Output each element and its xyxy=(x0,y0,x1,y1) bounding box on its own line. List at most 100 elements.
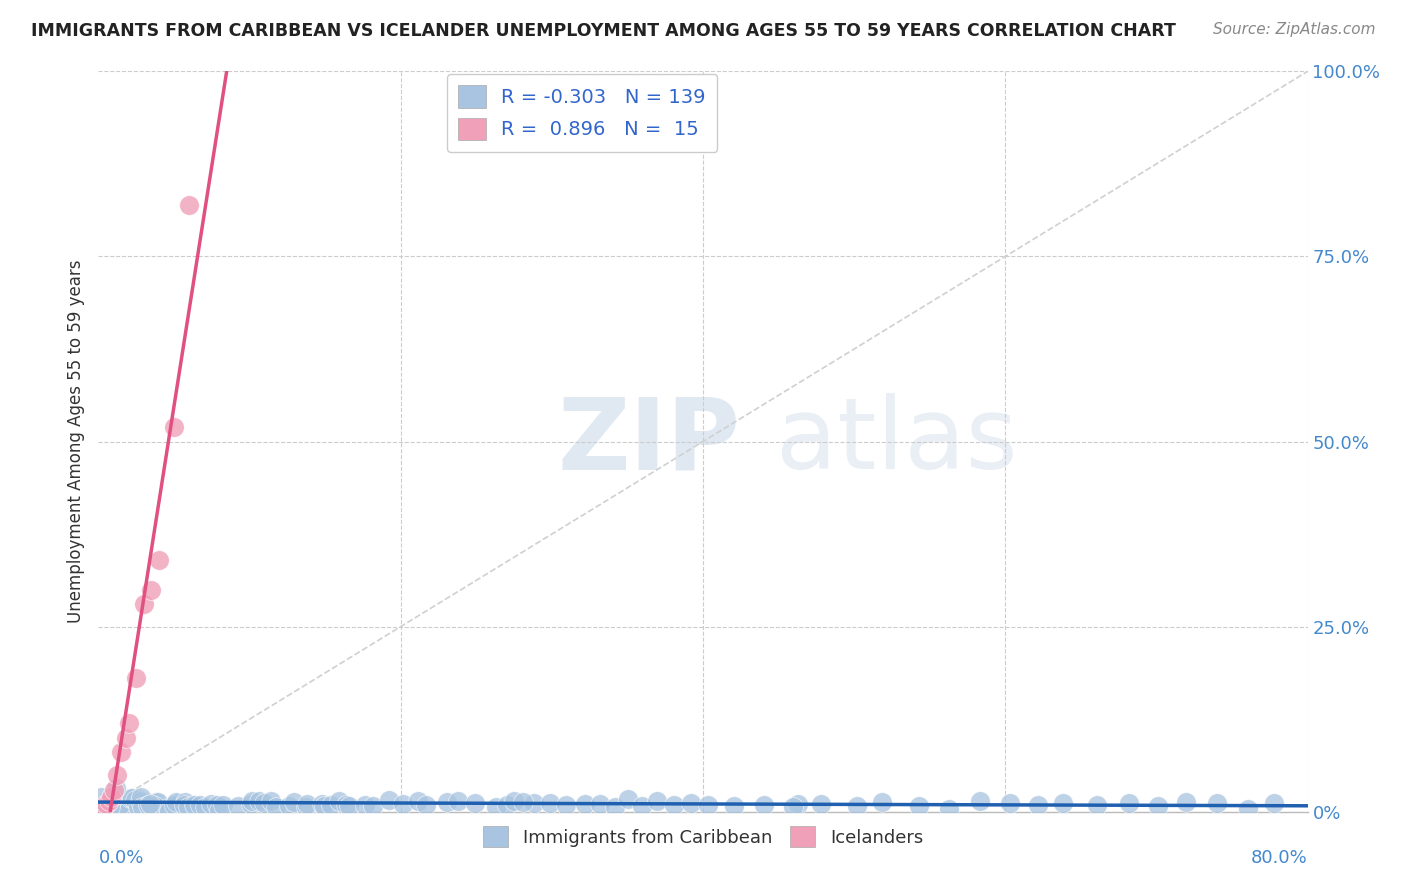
Point xyxy=(870,795,893,809)
Point xyxy=(335,797,357,812)
Point xyxy=(98,792,121,806)
Point xyxy=(118,715,141,730)
Point xyxy=(124,797,146,812)
Point xyxy=(127,800,149,814)
Point xyxy=(100,795,122,809)
Point xyxy=(295,799,318,814)
Point xyxy=(194,800,217,814)
Point xyxy=(485,800,508,814)
Point xyxy=(112,799,135,814)
Point xyxy=(938,802,960,816)
Point xyxy=(998,796,1021,810)
Point xyxy=(122,795,145,809)
Point xyxy=(523,796,546,810)
Point xyxy=(132,797,155,812)
Point xyxy=(146,798,169,813)
Point xyxy=(146,800,169,814)
Y-axis label: Unemployment Among Ages 55 to 59 years: Unemployment Among Ages 55 to 59 years xyxy=(66,260,84,624)
Point xyxy=(124,793,146,807)
Point xyxy=(114,802,136,816)
Point xyxy=(617,792,640,806)
Point xyxy=(120,790,142,805)
Point xyxy=(311,797,333,812)
Point xyxy=(328,794,350,808)
Point xyxy=(143,797,166,812)
Point xyxy=(1237,802,1260,816)
Point xyxy=(120,798,142,813)
Point xyxy=(146,796,169,810)
Point xyxy=(139,797,162,812)
Point xyxy=(200,797,222,812)
Point xyxy=(283,796,305,810)
Point xyxy=(100,789,122,804)
Point xyxy=(226,798,249,813)
Point xyxy=(173,797,195,812)
Point xyxy=(645,794,668,808)
Point xyxy=(179,197,201,211)
Point xyxy=(96,799,118,814)
Point xyxy=(107,795,129,809)
Point xyxy=(121,791,143,805)
Point xyxy=(129,789,152,804)
Point xyxy=(141,798,163,813)
Point xyxy=(103,782,125,797)
Point xyxy=(538,796,561,810)
Point xyxy=(252,797,274,811)
Point xyxy=(696,798,718,813)
Point xyxy=(278,798,301,813)
Point xyxy=(101,789,124,804)
Point xyxy=(337,799,360,814)
Point xyxy=(392,797,415,811)
Point xyxy=(101,796,124,810)
Point xyxy=(436,795,458,809)
Point xyxy=(239,797,262,811)
Point xyxy=(1263,796,1285,810)
Point xyxy=(495,797,517,812)
Point xyxy=(105,767,128,781)
Point xyxy=(100,790,122,805)
Point xyxy=(1118,796,1140,810)
Point xyxy=(117,795,139,809)
Point xyxy=(100,793,122,807)
Point xyxy=(115,795,138,809)
Point xyxy=(1147,799,1170,814)
Point xyxy=(107,798,129,813)
Point xyxy=(260,793,283,807)
Point xyxy=(128,794,150,808)
Point xyxy=(157,804,180,818)
Point xyxy=(212,797,235,812)
Point xyxy=(145,795,167,809)
Text: IMMIGRANTS FROM CARIBBEAN VS ICELANDER UNEMPLOYMENT AMONG AGES 55 TO 59 YEARS CO: IMMIGRANTS FROM CARIBBEAN VS ICELANDER U… xyxy=(31,22,1175,40)
Point xyxy=(1206,796,1229,810)
Point xyxy=(98,799,121,814)
Point xyxy=(247,794,270,808)
Point xyxy=(173,796,195,810)
Point xyxy=(139,797,162,811)
Point xyxy=(127,792,149,806)
Point xyxy=(603,800,626,814)
Point xyxy=(125,672,148,686)
Point xyxy=(165,795,187,809)
Point xyxy=(114,731,136,745)
Point xyxy=(184,798,207,813)
Point xyxy=(110,746,132,760)
Point xyxy=(630,799,652,814)
Point xyxy=(145,799,167,814)
Point xyxy=(188,798,211,813)
Point xyxy=(100,793,122,807)
Point xyxy=(104,780,127,795)
Point xyxy=(135,797,157,812)
Point xyxy=(138,796,160,810)
Point xyxy=(108,798,131,813)
Point xyxy=(319,798,342,813)
Point xyxy=(205,797,228,812)
Point xyxy=(415,797,437,812)
Point xyxy=(162,797,184,812)
Point xyxy=(353,798,375,813)
Point xyxy=(378,792,401,806)
Text: atlas: atlas xyxy=(776,393,1017,490)
Point xyxy=(100,795,122,809)
Point xyxy=(574,797,596,812)
Point xyxy=(679,797,702,811)
Point xyxy=(148,553,170,567)
